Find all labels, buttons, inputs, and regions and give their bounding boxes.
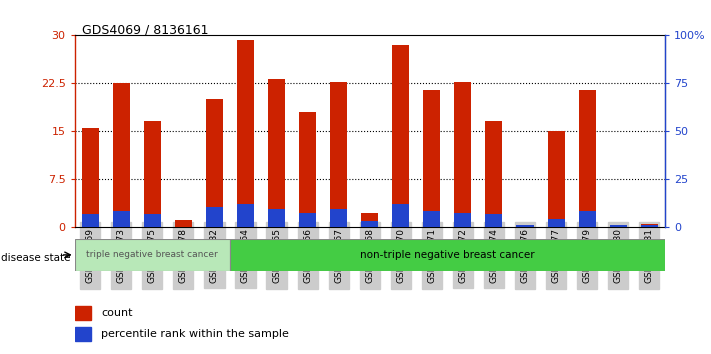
Bar (75, 239, 230, 271)
Bar (268, 209, 285, 227)
Bar (230, 239, 665, 271)
Bar (641, 225, 658, 227)
Text: GDS4069 / 8136161: GDS4069 / 8136161 (82, 23, 208, 36)
Text: count: count (101, 308, 133, 318)
Bar (579, 90, 596, 227)
Bar (579, 211, 596, 227)
Bar (423, 90, 440, 227)
Text: disease state: disease state (1, 253, 71, 263)
Bar (454, 212, 471, 227)
Text: triple negative breast cancer: triple negative breast cancer (87, 250, 218, 259)
Bar (641, 224, 658, 227)
Text: non-triple negative breast cancer: non-triple negative breast cancer (360, 250, 535, 260)
Bar (486, 214, 503, 227)
Bar (206, 99, 223, 227)
Bar (75, 327, 91, 341)
Bar (175, 220, 192, 227)
Bar (206, 207, 223, 227)
Bar (392, 45, 410, 227)
Bar (454, 82, 471, 227)
Bar (82, 128, 99, 227)
Bar (392, 204, 410, 227)
Bar (144, 214, 161, 227)
Bar (299, 112, 316, 227)
Text: percentile rank within the sample: percentile rank within the sample (101, 329, 289, 339)
Bar (237, 40, 254, 227)
Bar (361, 222, 378, 227)
Bar (361, 212, 378, 227)
Bar (547, 219, 565, 227)
Bar (609, 225, 626, 227)
Bar (144, 121, 161, 227)
Bar (237, 204, 254, 227)
Bar (516, 225, 533, 227)
Bar (516, 225, 533, 227)
Bar (330, 209, 347, 227)
Bar (75, 306, 91, 320)
Bar (423, 211, 440, 227)
Bar (299, 212, 316, 227)
Bar (609, 225, 626, 227)
Bar (268, 79, 285, 227)
Bar (82, 214, 99, 227)
Bar (486, 121, 503, 227)
Bar (113, 83, 130, 227)
Bar (330, 82, 347, 227)
Bar (113, 211, 130, 227)
Bar (547, 131, 565, 227)
